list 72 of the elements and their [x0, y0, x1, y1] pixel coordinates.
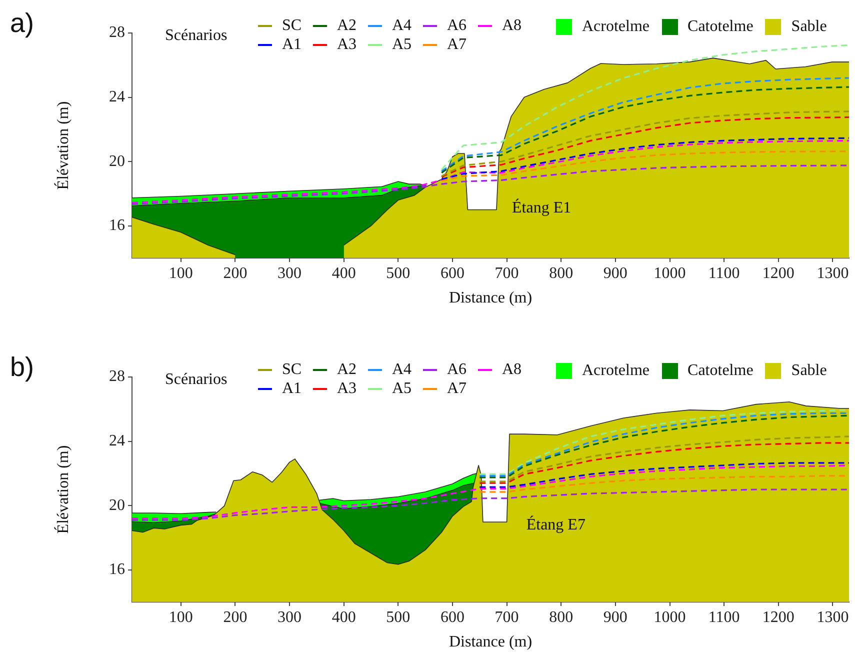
chart-title: b): [10, 352, 34, 383]
legend-label: SC: [282, 16, 302, 35]
x-tick-label: 1200: [762, 608, 794, 626]
x-tick-label: 600: [440, 608, 464, 626]
x-tick-label: 1000: [654, 264, 686, 282]
x-tick-label: 900: [603, 608, 628, 626]
legend-label: A4: [392, 16, 412, 35]
y-tick-label: 24: [109, 88, 125, 106]
x-tick-label: 1200: [762, 264, 794, 282]
annotation: Étang E7: [526, 516, 586, 534]
legend-label: A8: [502, 360, 522, 379]
x-tick-label: 600: [440, 264, 464, 282]
x-tick-label: 700: [494, 264, 519, 282]
legend-label: SC: [282, 360, 302, 379]
x-tick-label: 900: [603, 264, 628, 282]
x-tick-label: 100: [168, 608, 193, 626]
legend-label: A1: [282, 35, 302, 54]
legend-label: Acrotelme: [582, 361, 650, 380]
legend-label: A1: [282, 379, 302, 398]
y-tick-label: 16: [109, 561, 125, 578]
legend-label: Sable: [791, 361, 827, 380]
legend-label: Sable: [791, 17, 827, 36]
x-tick-label: 300: [278, 264, 302, 282]
x-tick-label: 700: [494, 608, 519, 626]
chart-title: a): [10, 8, 34, 39]
x-tick-label: 1300: [816, 608, 849, 626]
y-tick-label: 16: [109, 217, 125, 234]
x-tick-label: 800: [549, 608, 574, 626]
legend-label: A5: [392, 379, 412, 398]
legend-label: A7: [447, 35, 467, 54]
x-tick-label: 100: [168, 264, 193, 282]
legend-label: A5: [392, 35, 412, 54]
x-tick-label: 200: [223, 608, 248, 626]
legend-label: A4: [392, 360, 412, 379]
x-tick-label: 1000: [654, 608, 686, 626]
x-tick-label: 1300: [816, 264, 849, 282]
y-axis-title: Élévation (m): [54, 445, 72, 534]
x-tick-label: 1100: [708, 608, 740, 626]
legend-title: Scénarios: [165, 370, 228, 389]
x-axis-title: Distance (m): [448, 634, 532, 651]
legend-label: A8: [502, 16, 522, 35]
x-tick-label: 800: [549, 264, 574, 282]
legend-label: Acrotelme: [582, 17, 650, 36]
x-tick-label: 500: [386, 608, 410, 626]
legend-label: Catotelme: [688, 17, 754, 36]
legend-label: Catotelme: [688, 361, 754, 380]
y-tick-label: 20: [109, 152, 125, 170]
line-series: [440, 137, 849, 180]
annotation: Étang E1: [512, 198, 572, 217]
x-tick-label: 500: [386, 264, 410, 282]
legend-label: A2: [337, 360, 357, 379]
legend-label: A3: [337, 35, 357, 54]
x-tick-label: 1100: [708, 264, 740, 282]
y-tick-label: 24: [109, 432, 125, 450]
legend-label: A6: [447, 16, 467, 35]
y-tick-label: 20: [109, 496, 125, 514]
line-series: [478, 436, 849, 482]
legend-title: Scénarios: [165, 26, 228, 45]
line-series: [478, 462, 849, 488]
legend-label: A6: [447, 360, 467, 379]
x-tick-label: 200: [223, 264, 248, 282]
y-tick-label: 28: [109, 368, 125, 386]
x-tick-label: 300: [278, 608, 302, 626]
x-tick-label: 400: [332, 608, 356, 626]
legend-label: A2: [337, 16, 357, 35]
y-tick-label: 28: [109, 24, 125, 42]
legend-label: A3: [337, 379, 357, 398]
x-tick-label: 400: [332, 264, 356, 282]
x-axis-title: Distance (m): [448, 290, 532, 307]
legend-label: A7: [447, 379, 467, 398]
line-series: [478, 442, 849, 484]
y-axis-title: Élévation (m): [54, 101, 72, 190]
